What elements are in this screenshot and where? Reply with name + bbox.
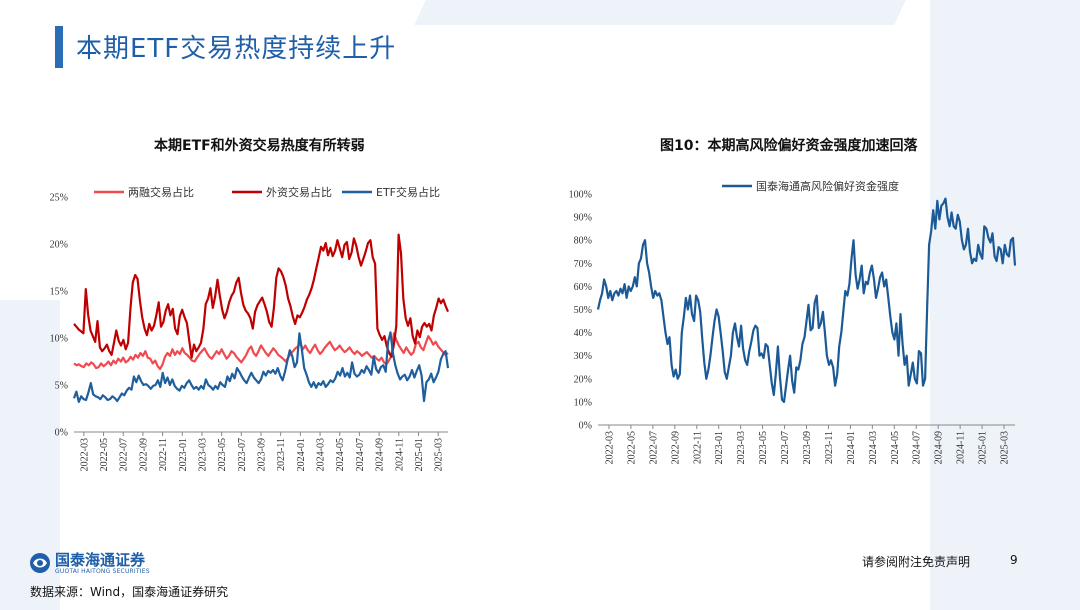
x-tick-label: 2022-03 [79, 438, 90, 471]
chart-2-title: 图10：本期高风险偏好资金强度加速回落 [660, 138, 918, 154]
x-tick-label: 2024-03 [868, 431, 879, 464]
y-tick-label: 0% [55, 428, 68, 439]
x-tick-label: 2022-05 [99, 438, 110, 471]
x-tick-label: 2022-07 [119, 438, 130, 471]
y-tick-label: 40% [574, 328, 592, 339]
data-source-note: 数据来源：Wind，国泰海通证券研究 [30, 585, 229, 599]
series-line-2 [72, 331, 450, 403]
x-tick-label: 2023-11 [824, 431, 835, 464]
legend-label: 外资交易占比 [266, 185, 332, 199]
y-tick-label: 10% [50, 334, 68, 345]
header-accent-bar [55, 26, 63, 68]
x-tick-label: 2024-09 [934, 431, 945, 464]
x-tick-label: 2023-03 [197, 438, 208, 471]
y-tick-label: 0% [579, 421, 592, 432]
page-title: 本期ETF交易热度持续上升 [76, 34, 397, 64]
x-tick-label: 2024-01 [846, 431, 857, 464]
y-tick-label: 25% [50, 193, 68, 204]
legend-label: 国泰海通高风险偏好资金强度 [756, 179, 899, 193]
x-tick-label: 2023-09 [257, 438, 268, 471]
y-tick-label: 70% [574, 259, 592, 270]
y-tick-label: 50% [574, 305, 592, 316]
series-line-1 [73, 233, 450, 359]
x-tick-label: 2022-07 [648, 431, 659, 464]
y-tick-label: 30% [574, 351, 592, 362]
background-shape-left [0, 300, 60, 610]
series-line-0 [596, 197, 1017, 403]
y-tick-label: 10% [574, 397, 592, 408]
x-tick-label: 2022-03 [604, 431, 615, 464]
x-tick-label: 2025-03 [434, 438, 445, 471]
x-tick-label: 2022-09 [670, 431, 681, 464]
x-tick-label: 2022-09 [138, 438, 149, 471]
x-tick-label: 2023-05 [217, 438, 228, 471]
disclaimer-link[interactable]: 请参阅附注免责声明 [862, 555, 971, 569]
x-tick-label: 2022-11 [158, 438, 169, 471]
x-tick-label: 2022-11 [692, 431, 703, 464]
legend-label: ETF交易占比 [376, 185, 440, 199]
x-tick-label: 2025-01 [978, 431, 989, 464]
logo-en-text: GUOTAI HAITONG SECURITIES [55, 568, 150, 575]
background-shape-right [930, 0, 1080, 610]
y-tick-label: 90% [574, 213, 592, 224]
page-number: 9 [1010, 553, 1018, 567]
x-tick-label: 2024-05 [890, 431, 901, 464]
logo-cn-text: 国泰海通证券 [55, 551, 146, 569]
x-tick-label: 2024-07 [355, 438, 366, 471]
x-tick-label: 2025-03 [1000, 431, 1011, 464]
legend-label: 两融交易占比 [128, 185, 194, 199]
y-tick-label: 20% [50, 240, 68, 251]
x-tick-label: 2023-01 [714, 431, 725, 464]
y-tick-label: 80% [574, 236, 592, 247]
x-tick-label: 2023-11 [276, 438, 287, 471]
x-tick-label: 2023-01 [178, 438, 189, 471]
x-tick-label: 2024-09 [375, 438, 386, 471]
x-tick-label: 2023-05 [758, 431, 769, 464]
x-tick-label: 2024-07 [912, 431, 923, 464]
x-tick-label: 2023-07 [780, 431, 791, 464]
logo-emblem-icon [30, 553, 50, 573]
x-tick-label: 2024-05 [335, 438, 346, 471]
y-tick-label: 5% [55, 381, 68, 392]
x-tick-label: 2022-05 [626, 431, 637, 464]
x-tick-label: 2023-09 [802, 431, 813, 464]
x-tick-label: 2024-01 [296, 438, 307, 471]
company-logo: 国泰海通证券 GUOTAI HAITONG SECURITIES [28, 551, 228, 577]
x-tick-label: 2024-11 [956, 431, 967, 464]
x-tick-label: 2025-01 [414, 438, 425, 471]
y-tick-label: 100% [569, 190, 592, 201]
chart-1-title: 本期ETF和外资交易热度有所转弱 [154, 138, 365, 154]
x-tick-label: 2024-03 [316, 438, 327, 471]
y-tick-label: 60% [574, 282, 592, 293]
x-tick-label: 2024-11 [394, 438, 405, 471]
x-tick-label: 2023-07 [237, 438, 248, 471]
y-tick-label: 20% [574, 374, 592, 385]
x-tick-label: 2023-03 [736, 431, 747, 464]
y-tick-label: 15% [50, 287, 68, 298]
